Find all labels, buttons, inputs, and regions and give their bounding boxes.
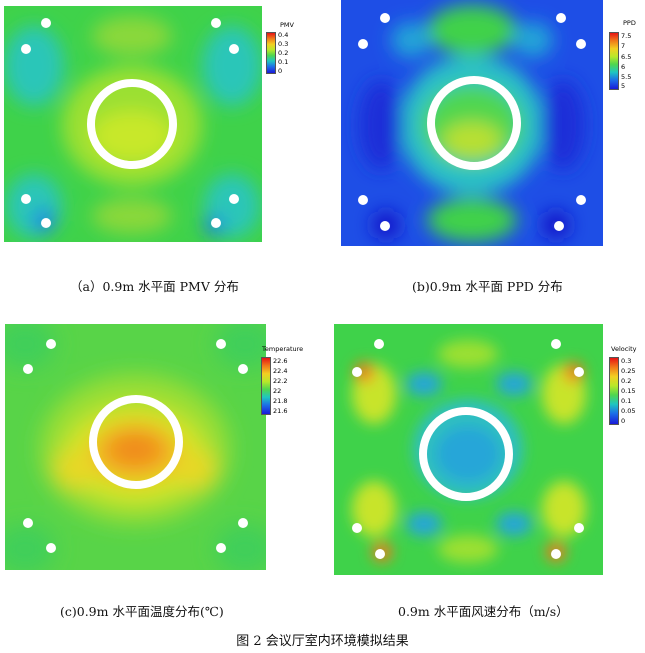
pmv-caption: （a）0.9m 水平面 PMV 分布 xyxy=(70,279,239,294)
velocity-tick: 0.2 xyxy=(621,377,632,385)
velocity-tick: 0.15 xyxy=(621,387,636,395)
temperature-contour-plot xyxy=(5,324,266,570)
velocity-caption: 0.9m 水平面风速分布（m/s） xyxy=(398,604,569,619)
velocity-tick: 0.25 xyxy=(621,367,636,375)
velocity-tick: 0 xyxy=(621,417,626,425)
temperature-legend: Temperature 22.6 22.4 22.2 22 21.8 21.6 xyxy=(261,345,311,420)
velocity-legend-title: Velocity xyxy=(611,345,637,353)
temperature-tick: 22.2 xyxy=(273,377,288,385)
pmv-tick: 0.2 xyxy=(278,49,289,57)
pmv-legend: PMV 0.4 0.3 0.2 0.1 0 xyxy=(266,21,306,84)
ppd-caption: (b)0.9m 水平面 PPD 分布 xyxy=(412,279,563,294)
velocity-contour-plot xyxy=(334,324,603,575)
pmv-tick: 0.1 xyxy=(278,58,289,66)
velocity-tick: 0.05 xyxy=(621,407,636,415)
ppd-tick: 7 xyxy=(621,42,626,50)
temperature-tick: 22.4 xyxy=(273,367,288,375)
ppd-tick: 5 xyxy=(621,82,626,90)
ppd-color-bar xyxy=(609,32,619,90)
ppd-tick: 6 xyxy=(621,63,626,71)
figure-caption: 图 2 会议厅室内环境模拟结果 xyxy=(236,634,409,649)
ppd-legend-title: PPD xyxy=(623,19,636,27)
pmv-tick: 0 xyxy=(278,67,283,75)
temperature-legend-title: Temperature xyxy=(262,345,304,353)
temperature-color-bar xyxy=(261,357,271,415)
pmv-color-bar xyxy=(266,32,276,74)
ppd-tick: 6.5 xyxy=(621,53,632,61)
ppd-tick: 7.5 xyxy=(621,32,632,40)
temperature-tick: 22 xyxy=(273,387,282,395)
temperature-caption: (c)0.9m 水平面温度分布(℃) xyxy=(60,604,224,619)
pmv-tick: 0.4 xyxy=(278,31,289,39)
temperature-tick: 22.6 xyxy=(273,357,288,365)
pmv-legend-title: PMV xyxy=(280,21,294,29)
velocity-tick: 0.3 xyxy=(621,357,632,365)
velocity-legend: Velocity 0.3 0.25 0.2 0.15 0.1 0.05 0 xyxy=(607,345,645,430)
ppd-legend: PPD 7.5 7 6.5 6 5.5 5 xyxy=(609,19,645,92)
temperature-tick: 21.6 xyxy=(273,407,288,415)
ppd-contour-plot xyxy=(341,0,603,246)
velocity-tick: 0.1 xyxy=(621,397,632,405)
pmv-tick: 0.3 xyxy=(278,40,289,48)
temperature-tick: 21.8 xyxy=(273,397,288,405)
velocity-color-bar xyxy=(609,357,619,425)
pmv-contour-plot xyxy=(4,6,262,242)
ppd-tick: 5.5 xyxy=(621,73,632,81)
